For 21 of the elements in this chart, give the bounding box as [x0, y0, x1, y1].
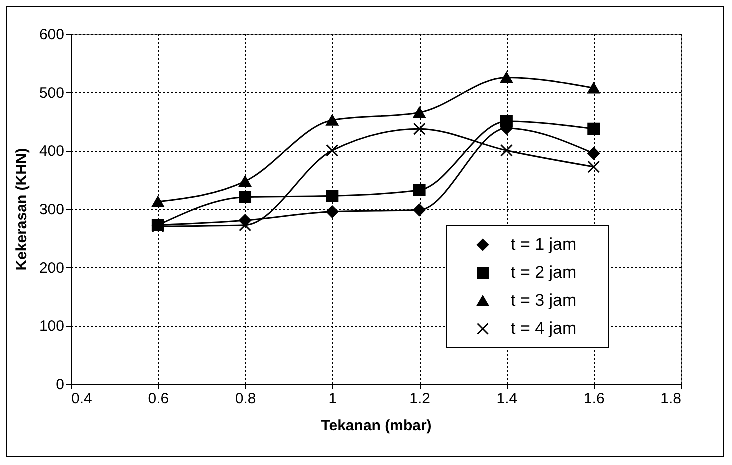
- y-tick-label: 200: [39, 260, 64, 277]
- x-tick-label: 0.4: [72, 390, 92, 408]
- legend-label: t = 2 jam: [511, 263, 577, 282]
- legend-label: t = 1 jam: [511, 235, 577, 254]
- x-tick-label: 1.8: [660, 390, 682, 408]
- x-tick-label: 0.6: [148, 390, 170, 408]
- x-tick-label: 1.2: [410, 390, 430, 408]
- x-tick-label: 1.4: [496, 390, 518, 408]
- x-axis-title: Tekanan (mbar): [321, 418, 432, 434]
- y-tick-label: 300: [39, 202, 64, 218]
- x-tick-label: 1: [328, 390, 338, 408]
- y-tick-label: 600: [39, 26, 64, 44]
- y-tick-label: 500: [39, 84, 64, 102]
- y-tick-label: 400: [39, 143, 64, 160]
- y-tick-label: 100: [39, 318, 64, 336]
- legend-label: t = 4 jam: [511, 319, 577, 338]
- legend-label: t = 3 jam: [511, 291, 577, 310]
- x-tick-label: 0.8: [235, 390, 256, 408]
- x-tick-label: 1.6: [584, 390, 605, 408]
- y-tick-label: 0: [56, 376, 64, 394]
- y-axis-title: Kekerasan (KHN): [13, 148, 30, 271]
